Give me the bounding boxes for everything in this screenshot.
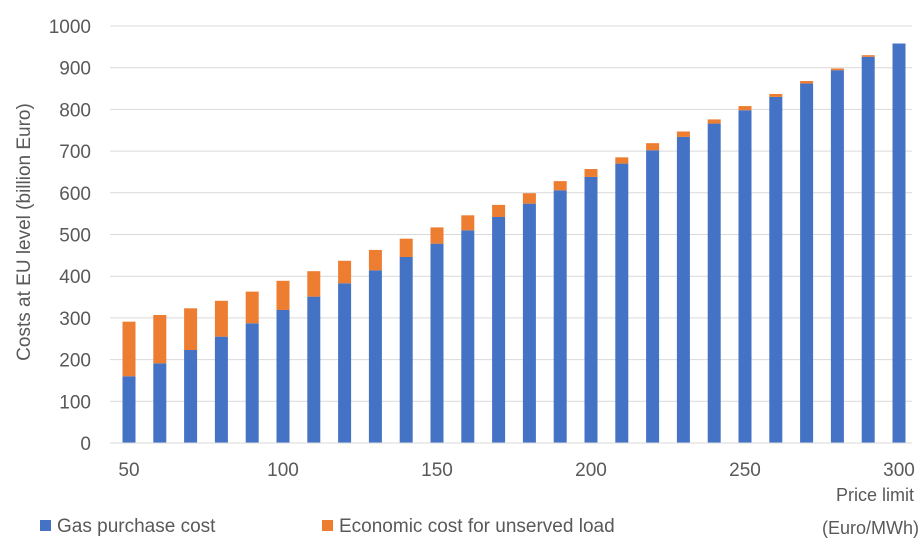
bar-economic-cost-unserved-load xyxy=(307,271,321,297)
x-tick-label: 200 xyxy=(575,460,607,481)
y-tick-label: 800 xyxy=(59,100,91,121)
bar-economic-cost-unserved-load xyxy=(615,157,629,164)
x-tick-label: 250 xyxy=(729,460,761,481)
bar-gas-purchase-cost xyxy=(276,309,290,443)
bar-economic-cost-unserved-load xyxy=(214,300,228,337)
legend: Gas purchase cost Economic cost for unser… xyxy=(40,516,615,537)
bar-gas-purchase-cost xyxy=(245,323,259,443)
x-tick-label: 100 xyxy=(267,460,299,481)
bar-gas-purchase-cost xyxy=(707,123,721,443)
y-tick-label: 500 xyxy=(59,226,91,247)
bar-economic-cost-unserved-load xyxy=(461,215,475,231)
legend-swatch xyxy=(322,520,333,531)
legend-swatch xyxy=(40,520,51,531)
bar-gas-purchase-cost xyxy=(738,110,752,443)
y-tick-label: 300 xyxy=(59,309,91,330)
bar-gas-purchase-cost xyxy=(307,296,321,443)
bar-gas-purchase-cost xyxy=(122,376,136,443)
bar-economic-cost-unserved-load xyxy=(184,308,198,351)
bar-economic-cost-unserved-load xyxy=(153,314,167,364)
bar-gas-purchase-cost xyxy=(430,243,444,443)
gridlines xyxy=(110,25,912,402)
y-axis-label: Costs at EU level (billion Euro) xyxy=(14,103,35,361)
bar-economic-cost-unserved-load xyxy=(122,321,136,377)
x-tick-label: 150 xyxy=(421,460,453,481)
bar-economic-cost-unserved-load xyxy=(676,131,690,137)
bar-gas-purchase-cost xyxy=(461,230,475,443)
bar-economic-cost-unserved-load xyxy=(368,249,382,271)
x-axis-label-line-1: Price limit xyxy=(836,485,914,505)
bar-gas-purchase-cost xyxy=(153,363,167,443)
bar-economic-cost-unserved-load xyxy=(276,280,290,310)
legend-label: Gas purchase cost xyxy=(57,516,216,537)
bar-gas-purchase-cost xyxy=(830,70,844,444)
y-tick-label: 900 xyxy=(59,59,91,80)
bar-economic-cost-unserved-load xyxy=(584,169,598,177)
bar-economic-cost-unserved-load xyxy=(646,143,660,151)
y-tick-label: 600 xyxy=(59,184,91,205)
bar-economic-cost-unserved-load xyxy=(430,227,444,244)
bar-gas-purchase-cost xyxy=(584,176,598,444)
bar-economic-cost-unserved-load xyxy=(553,181,567,191)
y-tick-label: 1000 xyxy=(49,17,91,38)
x-tick-label: 50 xyxy=(118,460,139,481)
bar-economic-cost-unserved-load xyxy=(338,260,352,284)
bar-economic-cost-unserved-load xyxy=(522,193,536,204)
x-tick-label: 300 xyxy=(883,460,915,481)
y-tick-label: 200 xyxy=(59,351,91,372)
bar-gas-purchase-cost xyxy=(368,270,382,443)
bar-economic-cost-unserved-load xyxy=(492,204,506,217)
bar-economic-cost-unserved-load xyxy=(861,55,875,57)
x-axis-ticks: 50 100 150 200 250 300 xyxy=(118,460,914,481)
bar-economic-cost-unserved-load xyxy=(769,93,783,97)
bar-gas-purchase-cost xyxy=(646,150,660,444)
y-tick-label: 100 xyxy=(59,392,91,413)
bar-gas-purchase-cost xyxy=(399,257,413,443)
bar-economic-cost-unserved-load xyxy=(800,81,814,84)
bar-economic-cost-unserved-load xyxy=(738,106,752,111)
y-axis-ticks: 0 100 200 300 400 500 600 700 800 900 1000 xyxy=(49,17,91,455)
bar-economic-cost-unserved-load xyxy=(707,119,721,124)
bar-gas-purchase-cost xyxy=(892,43,906,443)
bar-gas-purchase-cost xyxy=(184,350,198,443)
bar-gas-purchase-cost xyxy=(522,203,536,443)
bar-gas-purchase-cost xyxy=(861,56,875,443)
y-tick-label: 700 xyxy=(59,142,91,163)
bar-economic-cost-unserved-load xyxy=(245,291,259,324)
bar-economic-cost-unserved-load xyxy=(399,238,413,258)
bar-gas-purchase-cost xyxy=(214,336,228,443)
bar-gas-purchase-cost xyxy=(800,83,814,444)
x-axis-label-line-2: (Euro/MWh) xyxy=(822,518,919,538)
y-tick-label: 400 xyxy=(59,267,91,288)
legend-label: Economic cost for unserved load xyxy=(339,516,615,537)
bar-gas-purchase-cost xyxy=(338,283,352,443)
bar-gas-purchase-cost xyxy=(769,96,783,443)
bars xyxy=(122,43,906,444)
bar-economic-cost-unserved-load xyxy=(830,68,844,71)
y-tick-label: 0 xyxy=(80,434,91,455)
bar-gas-purchase-cost xyxy=(553,190,567,443)
bar-gas-purchase-cost xyxy=(676,136,690,443)
bar-gas-purchase-cost xyxy=(615,163,629,444)
bar-gas-purchase-cost xyxy=(492,216,506,443)
